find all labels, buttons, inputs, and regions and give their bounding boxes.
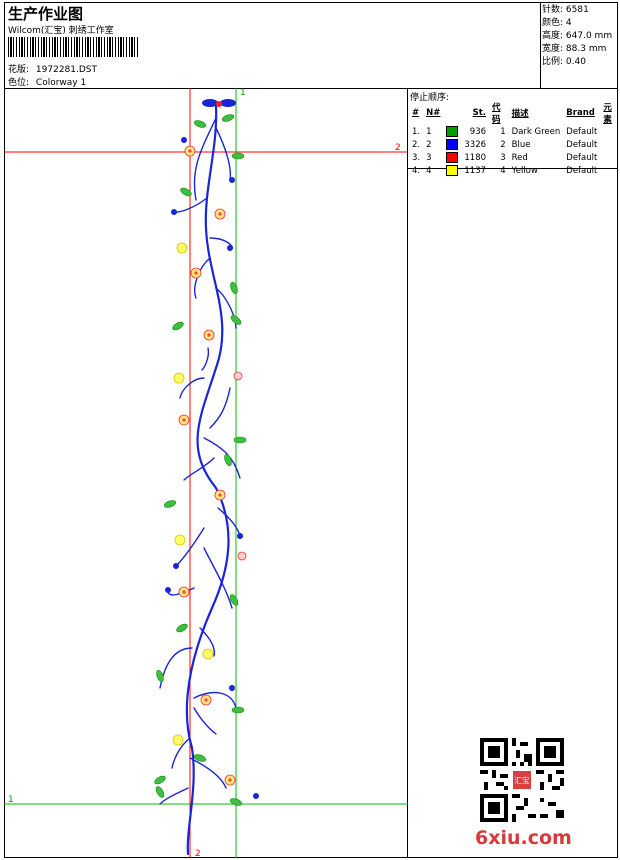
page-title: 生产作业图 — [8, 5, 84, 23]
leaves — [154, 114, 247, 806]
stop-sequence-table: # N# St. 代码 描述 Brand 元素 1. 1 936 1 Dark Gree… — [409, 101, 620, 177]
col-brand: Brand — [566, 108, 595, 118]
row-index: 3. — [412, 152, 421, 163]
row-index: 4. — [412, 165, 421, 176]
col-element: 元素 — [603, 103, 612, 125]
color-swatch-icon — [446, 139, 459, 150]
bow-icon — [202, 99, 236, 107]
row-element — [600, 151, 620, 164]
row-stitches: 1137 — [464, 165, 487, 176]
colorway-row: 色位: Colorway 1 — [8, 75, 86, 88]
color-swatch-icon — [446, 152, 459, 163]
stop-row: 4. 4 1137 4 Yellow Default — [409, 164, 620, 177]
row-stitches: 3326 — [464, 139, 487, 150]
design-file-label: 花版: — [8, 65, 30, 75]
row-description: Dark Green — [511, 126, 561, 137]
col-index: # — [412, 108, 420, 118]
red-guide-label-h: 2 — [395, 143, 401, 153]
row-needle: 4 — [426, 165, 432, 176]
row-index: 2. — [412, 139, 421, 150]
stops-divider — [407, 168, 618, 169]
stat-stitches-label: 针数: — [542, 5, 564, 15]
stat-height: 高度: 647.0 mm — [542, 30, 612, 43]
row-brand: Default — [566, 165, 598, 176]
row-needle: 2 — [426, 139, 432, 150]
stat-scale-label: 比例: — [542, 57, 564, 67]
row-stitches: 936 — [469, 126, 487, 137]
col-description: 描述 — [511, 109, 529, 119]
vine-stems — [159, 104, 241, 856]
stat-colors: 颜色: 4 — [542, 17, 612, 30]
stat-width: 宽度: 88.3 mm — [542, 43, 612, 56]
stat-height-label: 高度: — [542, 31, 564, 41]
vine-curl-ends — [165, 137, 259, 799]
row-color-swatch — [443, 125, 461, 138]
row-description: Blue — [511, 139, 531, 150]
row-color-swatch — [443, 138, 461, 151]
row-description: Yellow — [511, 165, 538, 176]
qr-code-icon: 汇宝 — [480, 738, 564, 822]
stat-width-label: 宽度: — [542, 44, 564, 54]
stat-width-value: 88.3 mm — [565, 44, 607, 54]
design-file-row: 花版: 1972281.DST — [8, 62, 97, 75]
row-element — [600, 138, 620, 151]
col-code: 代码 — [492, 103, 501, 125]
row-element — [600, 125, 620, 138]
stop-row: 1. 1 936 1 Dark Green Default — [409, 125, 620, 138]
panel-divider — [407, 88, 408, 858]
row-code: 3 — [500, 152, 506, 163]
design-file-value: 1972281.DST — [35, 65, 98, 75]
barcode-icon — [8, 37, 140, 57]
row-color-swatch — [443, 151, 461, 164]
stop-sequence-header: # N# St. 代码 描述 Brand 元素 — [409, 101, 620, 125]
flowers — [172, 145, 247, 786]
watermark: 6xiu.com — [475, 827, 572, 849]
row-needle: 1 — [426, 126, 432, 137]
sheet-frame — [4, 2, 618, 858]
stat-stitches: 针数: 6581 — [542, 4, 612, 17]
row-code: 1 — [500, 126, 506, 137]
row-description: Red — [511, 152, 528, 163]
row-code: 4 — [500, 165, 506, 176]
colorway-value: Colorway 1 — [35, 78, 87, 88]
row-index: 1. — [412, 126, 421, 137]
row-stitches: 1180 — [464, 152, 487, 163]
studio-name: Wilcom(汇宝) 刺绣工作室 — [8, 26, 114, 36]
col-needle: N# — [426, 108, 441, 118]
col-stitches: St. — [472, 108, 487, 118]
row-needle: 3 — [426, 152, 432, 163]
stats-divider — [540, 2, 541, 88]
row-brand: Default — [566, 139, 598, 150]
header-divider — [4, 88, 618, 89]
row-element — [600, 164, 620, 177]
design-preview: 2 2 1 1 — [4, 88, 408, 858]
row-code: 2 — [500, 139, 506, 150]
qr-seal-text: 汇宝 — [514, 775, 530, 785]
colorway-label: 色位: — [8, 78, 30, 88]
red-guide-label-v: 2 — [195, 849, 201, 858]
green-guide-label-h: 1 — [8, 795, 14, 805]
stop-row: 3. 3 1180 3 Red Default — [409, 151, 620, 164]
stat-stitches-value: 6581 — [565, 5, 589, 15]
row-brand: Default — [566, 152, 598, 163]
col-color — [443, 101, 461, 125]
color-swatch-icon — [446, 126, 459, 137]
row-color-swatch — [443, 164, 461, 177]
stop-sequence-title: 停止顺序: — [410, 93, 450, 103]
stat-colors-value: 4 — [565, 18, 572, 28]
stat-height-value: 647.0 mm — [565, 31, 613, 41]
stat-colors-label: 颜色: — [542, 18, 564, 28]
stat-scale-value: 0.40 — [565, 57, 586, 67]
green-guide-label-v: 1 — [240, 88, 246, 98]
color-swatch-icon — [446, 165, 459, 176]
stop-row: 2. 2 3326 2 Blue Default — [409, 138, 620, 151]
design-stats: 针数: 6581 颜色: 4 高度: 647.0 mm 宽度: 88.3 mm … — [542, 4, 612, 69]
row-brand: Default — [566, 126, 598, 137]
stat-scale: 比例: 0.40 — [542, 56, 612, 69]
